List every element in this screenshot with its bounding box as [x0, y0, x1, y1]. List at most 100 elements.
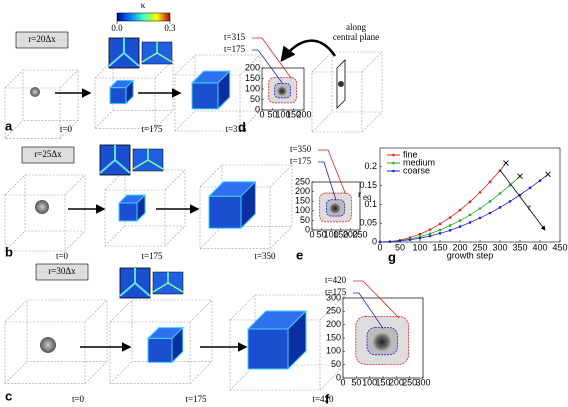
seed-sphere	[35, 200, 49, 214]
box-edge	[4, 361, 28, 384]
panel-letter: e	[296, 247, 303, 262]
wire-box	[109, 299, 213, 384]
inset-edge	[108, 38, 140, 67]
point	[498, 206, 502, 209]
y-tick-label: 50	[300, 215, 310, 225]
box-edge	[26, 299, 108, 362]
x-tick-label: 350	[512, 242, 527, 252]
x-tick-label: 0	[340, 377, 345, 387]
x-tick-label: 50	[317, 229, 327, 239]
leader-red	[353, 280, 400, 319]
point	[478, 207, 482, 210]
colorbar-tick-label: 0.0	[111, 23, 123, 33]
time-label: t=175	[141, 251, 163, 261]
legend-dot	[392, 161, 395, 165]
trend-arrow	[499, 169, 546, 231]
x-tick-label: 250	[402, 377, 417, 387]
panel-letter: b	[5, 244, 13, 259]
cube-side	[287, 309, 307, 371]
box-edge	[164, 169, 186, 191]
point	[468, 200, 472, 204]
point	[488, 180, 492, 184]
point	[428, 232, 432, 236]
legend-label: medium	[403, 157, 435, 167]
leader-blue	[318, 161, 337, 201]
box-edge	[189, 361, 213, 384]
time-label: t=0	[72, 394, 85, 404]
wire-box	[4, 174, 86, 252]
x-tick-label: 100	[412, 242, 427, 252]
time-label: t=175	[224, 44, 246, 54]
cube-front	[191, 82, 219, 110]
box-edge	[24, 174, 86, 232]
x-tick-label: 400	[532, 242, 547, 252]
end-marker	[517, 173, 523, 180]
wire-box	[311, 51, 383, 133]
box-edge	[311, 111, 333, 133]
series-line	[379, 174, 549, 243]
seed-sphere	[40, 337, 56, 353]
cube-side	[125, 79, 134, 105]
x-tick-label: 100	[362, 377, 377, 387]
y-tick-label: 0.05	[359, 218, 377, 228]
y-tick-label: 200	[326, 319, 341, 329]
box-edge	[84, 299, 108, 323]
x-tick-label: 50	[395, 242, 405, 252]
time-label: t=420	[312, 394, 334, 404]
y-tick-label: 0.1	[364, 199, 377, 209]
point	[398, 239, 402, 243]
point	[478, 191, 482, 194]
wire-box	[4, 69, 79, 139]
series-line	[379, 175, 521, 243]
y-tick-label: 300	[326, 292, 341, 302]
cube-side	[240, 180, 256, 230]
box-edge	[4, 230, 26, 252]
box-edge	[174, 110, 196, 132]
box-edge	[189, 299, 213, 323]
time-label: t=0	[56, 251, 69, 261]
inset-detail-edge	[132, 149, 164, 170]
cube-side	[136, 193, 146, 223]
legend-label: fine	[403, 149, 418, 159]
leader-red	[252, 37, 292, 79]
panel-letter: g	[388, 249, 396, 264]
x-axis-label: growth step	[447, 250, 494, 260]
leader-red	[318, 149, 346, 195]
radius-label: r=20Δx	[28, 34, 56, 44]
box-edge	[239, 110, 261, 132]
y-axis-label: r	[358, 189, 361, 199]
box-edge	[311, 51, 333, 73]
colorbar-tick-label: 0.3	[164, 23, 176, 33]
point	[378, 240, 382, 244]
point	[388, 240, 392, 243]
box-edge	[104, 225, 126, 247]
y-tick-label: 0.2	[364, 161, 377, 171]
radius-label: r=30Δx	[48, 266, 76, 276]
box-edge	[131, 299, 213, 362]
wire-box	[94, 59, 174, 129]
colorbar-label: κ	[141, 0, 146, 10]
box-edge	[269, 226, 293, 249]
panel-letter: a	[5, 118, 13, 133]
box-edge	[199, 226, 223, 249]
box-edge	[64, 174, 86, 196]
x-tick-label: 0	[377, 242, 382, 252]
box-edge	[269, 164, 293, 188]
y-tick-label: 100	[326, 346, 341, 356]
time-label: t=350	[254, 251, 276, 261]
y-tick-label: 50	[250, 94, 260, 104]
point	[458, 225, 462, 228]
y-tick-label: 150	[295, 196, 310, 206]
x-tick-label: 100	[275, 109, 290, 119]
cube-front	[109, 87, 127, 105]
annotation-line: central plane	[333, 32, 379, 42]
y-tick-label: 0	[305, 224, 310, 234]
y-tick-label: 250	[326, 306, 341, 316]
panel-letter: c	[5, 388, 12, 403]
point	[508, 200, 512, 203]
x-tick-label: 200	[452, 242, 467, 252]
panel-letter: d	[238, 119, 246, 134]
end-marker	[503, 160, 509, 166]
inset-detail-edge	[141, 42, 173, 63]
inset-edge	[119, 268, 151, 297]
